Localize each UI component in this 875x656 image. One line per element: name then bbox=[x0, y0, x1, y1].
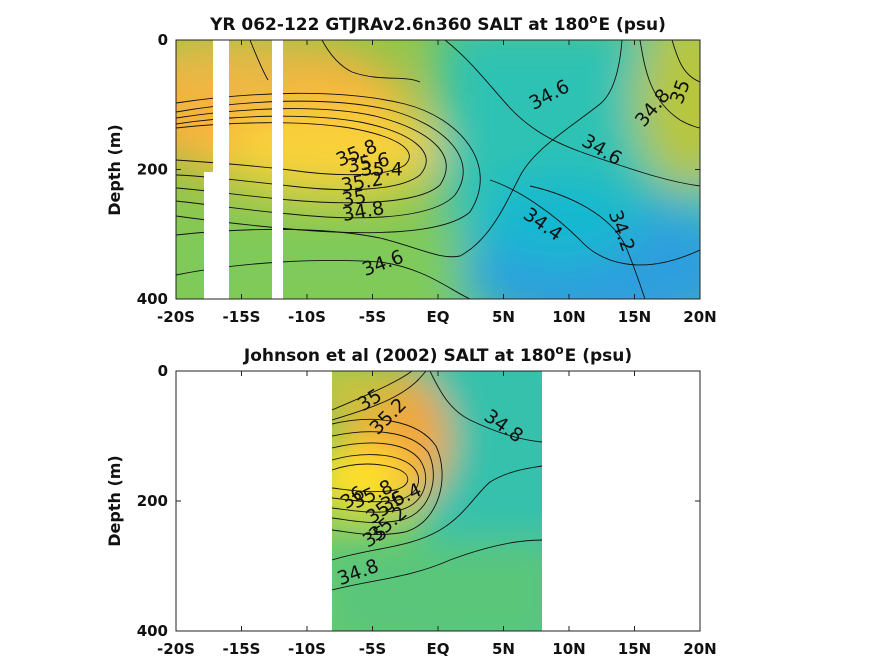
top-y-tick-label: 200 bbox=[137, 161, 168, 179]
bottom-x-tick-label: 15N bbox=[618, 640, 651, 656]
bottom-x-tick-label: 10N bbox=[552, 640, 585, 656]
top-axis-ticks: -20S -15S -10S -5S EQ 5N 10N 15N 20N 0 200 400 bbox=[137, 31, 717, 326]
bottom-x-tick-label: -20S bbox=[157, 640, 195, 656]
bottom-y-tick-label: 0 bbox=[158, 362, 168, 380]
top-y-axis-label: Depth (m) bbox=[105, 124, 124, 216]
bottom-x-tick-label: EQ bbox=[427, 640, 450, 656]
top-x-tick-label: -5S bbox=[359, 308, 386, 326]
top-panel: YR 062-122 GTJRAv2.6n360 SALT at 180oE (… bbox=[105, 12, 717, 326]
top-x-tick-label: 10N bbox=[552, 308, 585, 326]
top-x-tick-label: -10S bbox=[288, 308, 326, 326]
top-x-tick-label: -20S bbox=[157, 308, 195, 326]
top-x-tick-label: EQ bbox=[427, 308, 450, 326]
bottom-x-tick-label: -5S bbox=[359, 640, 386, 656]
top-contour-label: 35.4 bbox=[361, 159, 403, 181]
top-chart-title: YR 062-122 GTJRAv2.6n360 SALT at 180oE (… bbox=[209, 12, 666, 35]
bottom-x-tick-label: -15S bbox=[223, 640, 261, 656]
top-x-tick-label: -15S bbox=[223, 308, 261, 326]
bottom-contour-lines bbox=[332, 371, 542, 591]
bottom-axis-ticks: -20S -15S -10S -5S EQ 5N 10N 15N 20N 0 200 400 bbox=[137, 362, 717, 656]
top-x-tick-label: 5N bbox=[492, 308, 515, 326]
top-y-tick-label: 400 bbox=[137, 290, 168, 308]
bottom-y-tick-label: 200 bbox=[137, 492, 168, 510]
bottom-y-tick-label: 400 bbox=[137, 622, 168, 640]
top-x-tick-label: 15N bbox=[618, 308, 651, 326]
top-y-tick-label: 0 bbox=[158, 31, 168, 49]
bottom-x-tick-label: 5N bbox=[492, 640, 515, 656]
top-contour-label: 35 bbox=[340, 186, 368, 212]
top-missing-data bbox=[204, 40, 283, 299]
top-x-tick-label: 20N bbox=[683, 308, 716, 326]
bottom-x-tick-label: -10S bbox=[288, 640, 326, 656]
bottom-y-axis-label: Depth (m) bbox=[105, 455, 124, 547]
bottom-panel: Johnson et al (2002) SALT at 180oE (psu) bbox=[105, 343, 717, 656]
top-contour-lines bbox=[176, 40, 700, 299]
bottom-x-tick-label: 20N bbox=[683, 640, 716, 656]
bottom-chart-title: Johnson et al (2002) SALT at 180oE (psu) bbox=[243, 343, 632, 366]
